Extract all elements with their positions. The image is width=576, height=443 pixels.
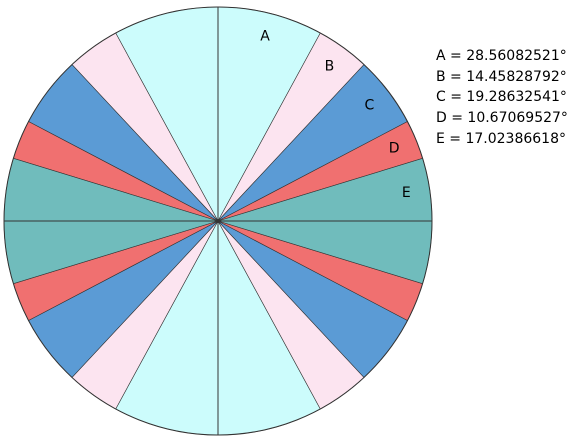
legend-entry-b: B = 14.45828792° xyxy=(436,68,567,85)
sector-labels: A B C D E xyxy=(260,28,411,200)
angle-legend: A = 28.56082521° B = 14.45828792° C = 19… xyxy=(436,46,568,150)
sector-label-d: D xyxy=(389,141,400,157)
sector-label-a: A xyxy=(260,28,270,44)
sector-label-c: C xyxy=(365,97,375,113)
sector-group xyxy=(3,6,433,436)
legend-entry-e: E = 17.02386618° xyxy=(436,130,566,147)
legend-entry-c: C = 19.28632541° xyxy=(436,89,567,106)
legend-entry-a: A = 28.56082521° xyxy=(436,48,567,64)
sector-label-e: E xyxy=(402,185,411,201)
legend-entry-d: D = 10.67069527° xyxy=(436,110,568,127)
axis-lines xyxy=(3,6,433,436)
sector-label-b: B xyxy=(325,59,335,75)
